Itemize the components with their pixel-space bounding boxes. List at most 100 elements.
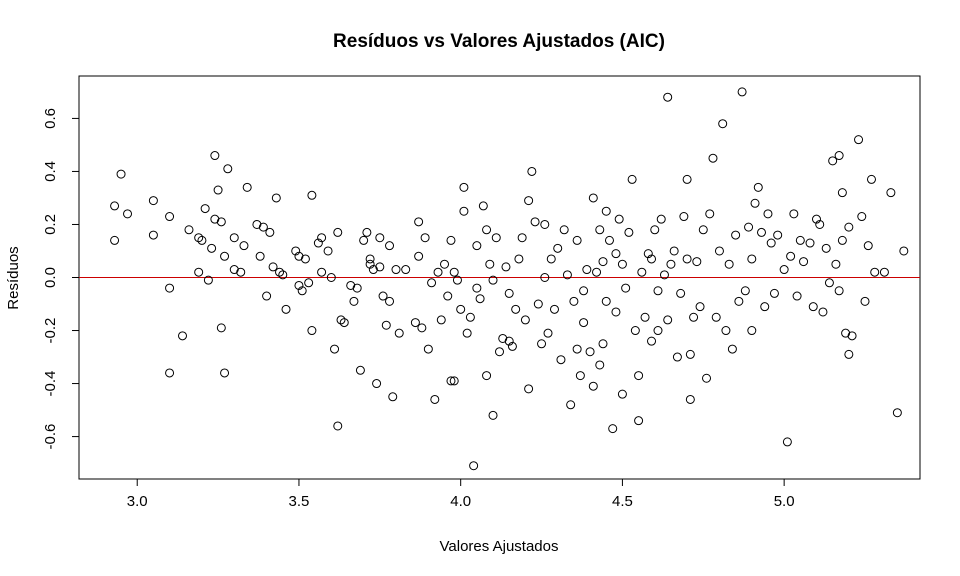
data-point	[242, 182, 252, 192]
data-point	[323, 246, 333, 256]
data-point	[213, 185, 223, 195]
data-point	[892, 408, 902, 418]
data-point	[116, 169, 126, 179]
data-points	[110, 87, 909, 471]
data-point	[449, 267, 459, 277]
data-point	[368, 265, 378, 275]
data-point	[372, 379, 382, 389]
data-point	[566, 400, 576, 410]
data-point	[200, 204, 210, 214]
data-point	[317, 267, 327, 277]
data-point	[265, 227, 275, 237]
data-point	[634, 371, 644, 381]
data-point	[553, 243, 563, 253]
data-point	[491, 233, 501, 243]
data-point	[297, 286, 307, 296]
data-point	[611, 249, 621, 259]
data-point	[148, 196, 158, 206]
data-point	[381, 320, 391, 330]
data-point	[362, 227, 372, 237]
data-point	[365, 259, 375, 269]
data-point	[579, 318, 589, 328]
data-point	[608, 424, 618, 434]
data-point	[572, 344, 582, 354]
x-tick-label: 4.5	[612, 493, 633, 510]
data-point	[440, 259, 450, 269]
data-point	[689, 312, 699, 322]
data-point	[223, 164, 233, 174]
data-point	[663, 92, 673, 102]
data-point	[410, 318, 420, 328]
data-point	[808, 302, 818, 312]
data-point	[792, 291, 802, 301]
data-point	[511, 304, 521, 314]
data-point	[349, 296, 359, 306]
data-point	[653, 286, 663, 296]
data-point	[724, 259, 734, 269]
data-point	[795, 235, 805, 245]
data-point	[640, 312, 650, 322]
data-point	[899, 246, 909, 256]
data-point	[866, 174, 876, 184]
data-point	[837, 188, 847, 198]
x-axis-label: Valores Ajustados	[440, 538, 559, 555]
data-point	[656, 214, 666, 224]
data-point	[229, 233, 239, 243]
data-point	[178, 331, 188, 341]
data-point	[255, 251, 265, 261]
data-point	[682, 174, 692, 184]
data-point	[443, 291, 453, 301]
data-point	[592, 267, 602, 277]
data-point	[524, 384, 534, 394]
data-point	[575, 371, 585, 381]
data-point	[841, 328, 851, 338]
data-point	[663, 315, 673, 325]
data-point	[879, 267, 889, 277]
data-point	[786, 251, 796, 261]
data-point	[294, 251, 304, 261]
data-point	[110, 201, 120, 211]
data-point	[692, 257, 702, 267]
data-point	[281, 304, 291, 314]
data-point	[666, 259, 676, 269]
data-point	[355, 365, 365, 375]
data-point	[582, 265, 592, 275]
data-point	[757, 227, 767, 237]
data-point	[294, 280, 304, 290]
data-point	[210, 151, 220, 161]
data-point	[695, 302, 705, 312]
data-point	[782, 437, 792, 447]
data-point	[750, 198, 760, 208]
data-point	[504, 336, 514, 346]
y-tick-label: 0.6	[42, 108, 59, 129]
data-point	[773, 230, 783, 240]
data-point	[676, 288, 686, 298]
data-point	[336, 315, 346, 325]
data-point	[352, 283, 362, 293]
data-point	[799, 257, 809, 267]
data-point	[165, 368, 175, 378]
data-point	[572, 235, 582, 245]
data-point	[520, 315, 530, 325]
data-point	[595, 225, 605, 235]
data-point	[216, 217, 226, 227]
data-point	[540, 273, 550, 282]
data-point	[546, 254, 556, 264]
data-point	[834, 151, 844, 161]
data-point	[647, 254, 657, 264]
data-point	[365, 254, 375, 264]
data-point	[165, 212, 175, 222]
data-point	[870, 267, 880, 277]
data-point	[401, 265, 411, 275]
data-point	[359, 235, 369, 245]
x-tick-label: 4.0	[450, 493, 471, 510]
y-axis-label: Resíduos	[5, 246, 22, 309]
data-point	[307, 326, 317, 336]
data-point	[711, 312, 721, 322]
data-point	[414, 217, 424, 227]
data-point	[488, 275, 498, 285]
data-point	[207, 243, 217, 253]
data-point	[469, 461, 479, 471]
data-point	[821, 243, 831, 253]
